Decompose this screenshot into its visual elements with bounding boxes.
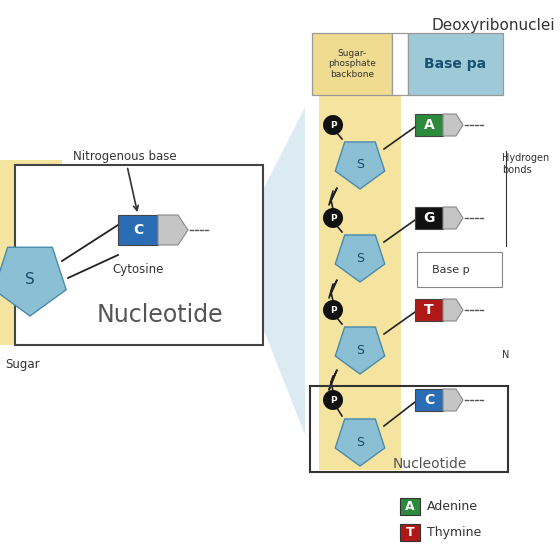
Polygon shape (0, 248, 66, 316)
Text: Base pa: Base pa (424, 57, 486, 71)
Text: N: N (502, 350, 510, 360)
Bar (312, 33, 392, 95)
Bar (408, 33, 503, 95)
Text: T: T (424, 303, 434, 317)
Bar (415, 299, 443, 321)
Text: C: C (424, 393, 434, 407)
Text: Nucleotide: Nucleotide (393, 457, 467, 471)
Polygon shape (443, 114, 463, 136)
Text: G: G (423, 211, 435, 225)
Text: P: P (330, 214, 337, 223)
Polygon shape (335, 235, 385, 282)
Circle shape (323, 300, 343, 320)
Text: Nitrogenous base: Nitrogenous base (73, 150, 177, 211)
Circle shape (323, 115, 343, 135)
Text: S: S (356, 343, 364, 357)
Text: Sugar: Sugar (5, 358, 40, 371)
Text: S: S (356, 251, 364, 264)
Text: S: S (356, 158, 364, 171)
Bar (415, 207, 443, 229)
Text: P: P (330, 306, 337, 315)
Bar (417, 252, 502, 287)
Bar (310, 386, 508, 472)
Bar (319, 95, 401, 470)
Text: A: A (405, 500, 415, 513)
Circle shape (323, 208, 343, 228)
Text: S: S (25, 273, 35, 287)
Bar (415, 389, 443, 411)
Polygon shape (443, 207, 463, 229)
Bar (0, 160, 62, 345)
Text: T: T (405, 526, 414, 539)
Text: P: P (330, 396, 337, 405)
Polygon shape (335, 419, 385, 466)
Bar (15, 165, 263, 345)
Bar (400, 498, 420, 515)
Text: A: A (423, 118, 435, 132)
Text: Hydrogen
bonds: Hydrogen bonds (502, 153, 549, 175)
Polygon shape (263, 107, 305, 435)
Polygon shape (443, 299, 463, 321)
Text: Cytosine: Cytosine (113, 263, 164, 276)
Text: Thymine: Thymine (427, 526, 481, 539)
Circle shape (323, 390, 343, 410)
Polygon shape (335, 327, 385, 374)
Bar (400, 524, 420, 541)
Text: Adenine: Adenine (427, 500, 478, 513)
Text: Nucleotide: Nucleotide (97, 303, 223, 327)
Text: Sugar-
phosphate
backbone: Sugar- phosphate backbone (328, 49, 376, 79)
Polygon shape (443, 389, 463, 411)
Text: S: S (356, 436, 364, 449)
Bar (118, 215, 158, 245)
Bar (415, 114, 443, 136)
Text: P: P (330, 121, 337, 130)
Polygon shape (158, 215, 188, 245)
Text: C: C (133, 223, 143, 237)
Bar (392, 33, 408, 95)
Text: Base p: Base p (432, 265, 470, 275)
Polygon shape (335, 142, 385, 189)
Text: Deoxyribonuclei: Deoxyribonuclei (431, 18, 555, 33)
